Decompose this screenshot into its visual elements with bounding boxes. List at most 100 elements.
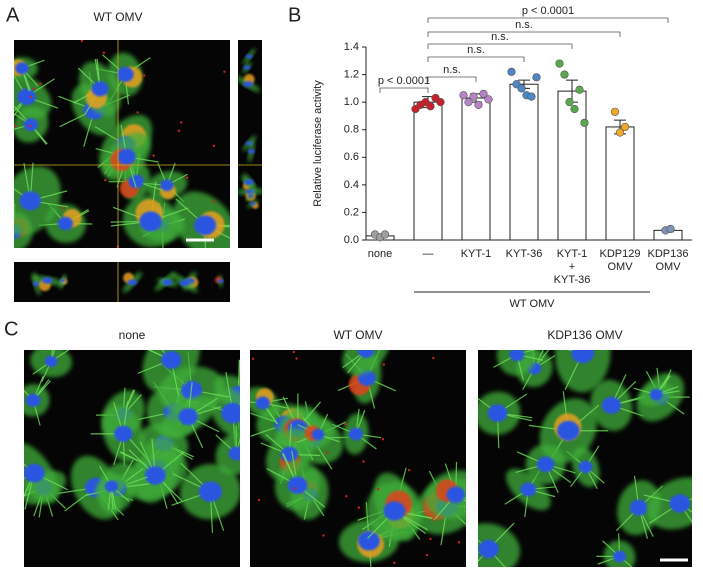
nucleus xyxy=(348,427,364,441)
nucleus xyxy=(23,118,38,131)
nucleus xyxy=(17,88,36,106)
data-point xyxy=(527,92,536,101)
filopodia xyxy=(360,350,367,352)
red-dot xyxy=(39,82,42,85)
nucleus xyxy=(24,463,45,483)
y-tick-label: 0.0 xyxy=(344,234,359,246)
red-dot xyxy=(295,357,298,360)
image-title: WT OMV xyxy=(93,10,142,24)
nucleus xyxy=(57,216,73,231)
filopodia xyxy=(238,389,240,395)
nucleus xyxy=(358,531,380,551)
bar xyxy=(509,83,539,241)
red-dot xyxy=(29,124,32,128)
nucleus xyxy=(161,350,182,369)
panel-label: C xyxy=(4,318,18,340)
nucleus xyxy=(358,350,375,358)
label-line: OMV xyxy=(607,261,633,273)
label-line: OMV xyxy=(655,261,681,273)
label-line: KYT-1 xyxy=(557,248,588,260)
red-dot xyxy=(393,561,396,564)
significance-bracket xyxy=(379,87,429,93)
nucleus xyxy=(536,456,555,473)
y-tick-label: 0.4 xyxy=(344,179,359,191)
y-tick-label: 1.0 xyxy=(344,96,359,108)
image-title: WT OMV xyxy=(333,328,382,342)
data-point xyxy=(565,98,574,107)
red-dot xyxy=(292,350,296,354)
nucleus xyxy=(557,420,580,441)
x-tick-label: KYT-1 xyxy=(461,248,492,260)
x-tick-label: KYT-36 xyxy=(506,248,543,260)
nucleus xyxy=(578,460,593,474)
bar xyxy=(605,126,635,241)
red-dot xyxy=(322,534,325,537)
data-point xyxy=(459,91,468,100)
nucleus xyxy=(116,66,134,82)
nucleus xyxy=(613,550,627,563)
significance-bracket xyxy=(427,31,621,37)
nucleus xyxy=(32,281,41,287)
significance-label: n.s. xyxy=(443,64,461,76)
data-point xyxy=(517,84,526,93)
red-dot xyxy=(344,422,347,426)
nucleus xyxy=(571,350,595,364)
nucleus xyxy=(249,201,256,206)
red-dot xyxy=(432,356,435,360)
y-tick-label: 0.6 xyxy=(344,151,359,163)
data-point xyxy=(620,122,630,132)
data-point xyxy=(555,59,564,68)
nucleus xyxy=(217,279,224,283)
micrograph xyxy=(14,40,230,248)
red-dot xyxy=(425,553,429,557)
label-line: KYT-36 xyxy=(554,274,591,286)
x-tick-label: KDP129 OMV xyxy=(600,248,641,273)
red-dot xyxy=(407,468,411,472)
red-dot xyxy=(185,176,189,179)
x-tick-label: KYT-1 + KYT-36 xyxy=(554,248,591,286)
red-dot xyxy=(357,506,360,509)
nucleus xyxy=(255,396,270,410)
nucleus xyxy=(446,486,465,503)
nucleus xyxy=(193,215,217,236)
bar xyxy=(557,90,587,241)
red-dot xyxy=(212,200,215,203)
data-point xyxy=(532,73,541,82)
micrograph xyxy=(478,350,692,567)
nucleus xyxy=(139,211,162,232)
data-point xyxy=(479,89,488,98)
significance-label: p < 0.0001 xyxy=(378,75,430,87)
nucleus xyxy=(244,179,254,185)
y-tick-label: 0.8 xyxy=(344,124,359,136)
red-dot xyxy=(62,206,65,210)
red-dot xyxy=(381,438,385,441)
nucleus xyxy=(104,480,118,493)
nucleus xyxy=(649,388,663,401)
label-line: KDP129 xyxy=(600,248,641,260)
x-tick-label: none xyxy=(368,248,392,260)
x-tick-label: KDP136 OMV xyxy=(648,248,689,273)
red-dot xyxy=(212,144,216,148)
micrograph xyxy=(238,40,262,248)
nucleus xyxy=(629,499,648,516)
red-dot xyxy=(382,363,386,366)
red-dot xyxy=(14,124,17,128)
nucleus xyxy=(478,539,499,559)
y-axis-label: Relative luciferase activity xyxy=(312,80,324,207)
filopodia xyxy=(14,230,15,232)
red-dot xyxy=(457,541,461,544)
significance-label: n.s. xyxy=(491,31,509,43)
data-point xyxy=(426,102,435,111)
nucleus xyxy=(19,191,42,211)
red-dot xyxy=(251,357,255,361)
nucleus xyxy=(245,54,253,59)
red-dot xyxy=(376,488,380,491)
filopodia xyxy=(14,231,15,233)
red-dot xyxy=(152,154,155,157)
nucleus xyxy=(144,466,166,485)
significance-bracket xyxy=(427,56,525,62)
image-title: KDP136 OMV xyxy=(547,328,622,342)
nucleus xyxy=(669,494,691,513)
nucleus xyxy=(383,501,406,521)
